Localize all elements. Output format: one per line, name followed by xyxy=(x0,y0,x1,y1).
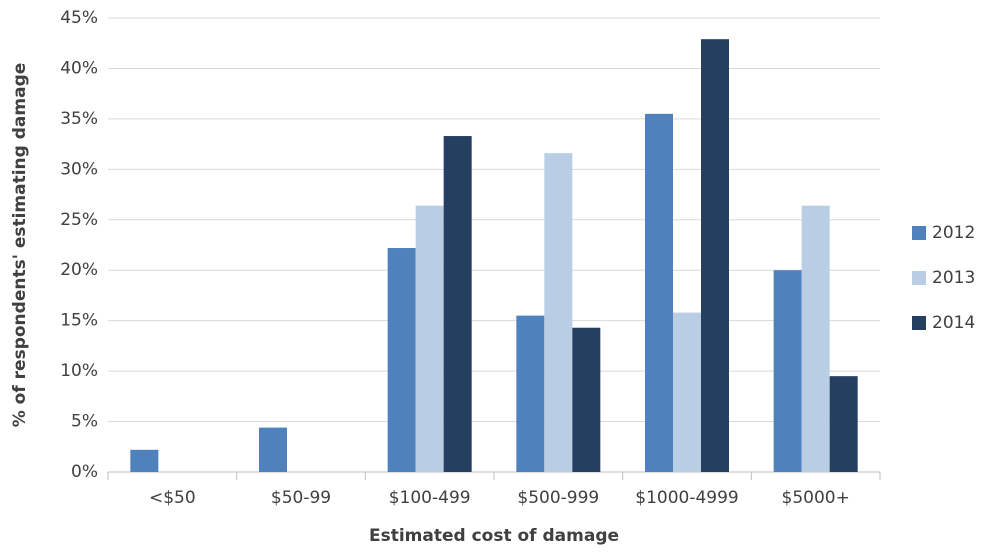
bar xyxy=(544,153,573,473)
bar xyxy=(387,248,416,472)
legend-swatch xyxy=(912,271,926,285)
bar xyxy=(673,312,701,472)
bar xyxy=(130,449,159,472)
y-tick-label: 0% xyxy=(71,462,98,482)
x-axis-title: Estimated cost of damage xyxy=(369,526,619,546)
legend-label: 2013 xyxy=(932,268,975,288)
bar xyxy=(516,315,545,472)
bar xyxy=(572,327,601,472)
x-tick-label: $500-999 xyxy=(517,488,599,508)
y-tick-label: 25% xyxy=(60,210,98,230)
legend-label: 2014 xyxy=(932,313,975,333)
y-tick-label: 5% xyxy=(71,412,98,432)
y-tick-label: 35% xyxy=(60,109,98,129)
bar xyxy=(443,136,472,473)
bar xyxy=(645,113,673,472)
y-tick-label: 15% xyxy=(60,311,98,331)
y-tick-label: 20% xyxy=(60,260,98,280)
x-tick-label: $1000-4999 xyxy=(635,488,738,508)
bar xyxy=(829,376,858,472)
x-tick-label: $100-499 xyxy=(389,488,471,508)
bar xyxy=(773,270,802,472)
x-tick-label: <$50 xyxy=(149,488,196,508)
y-tick-label: 30% xyxy=(60,159,98,179)
x-tick-label: $5000+ xyxy=(782,488,850,508)
y-axis-title: % of respondents' estimating damage xyxy=(10,63,30,428)
y-tick-label: 45% xyxy=(60,8,98,28)
bar xyxy=(415,205,444,473)
bar xyxy=(259,427,287,472)
legend-label: 2012 xyxy=(932,223,975,243)
y-tick-label: 40% xyxy=(60,58,98,78)
y-tick-label: 10% xyxy=(60,361,98,381)
legend-swatch xyxy=(912,226,926,240)
bar xyxy=(701,39,729,472)
legend-swatch xyxy=(912,316,926,330)
x-tick-label: $50-99 xyxy=(271,488,331,508)
bar xyxy=(801,205,830,473)
